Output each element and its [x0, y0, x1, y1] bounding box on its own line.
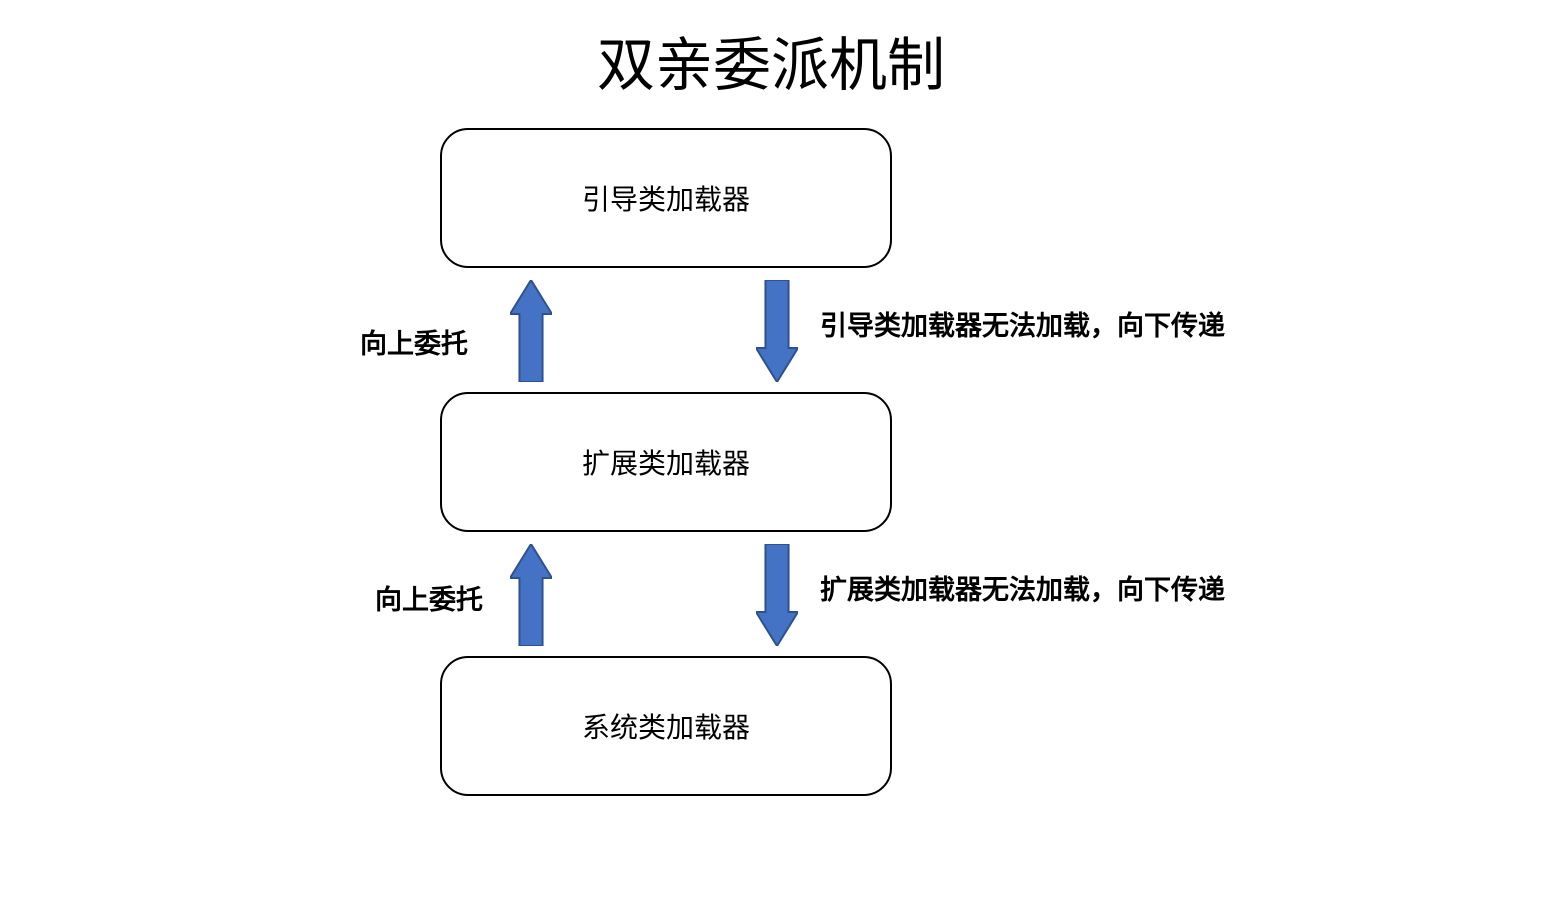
arrow-down-1: [756, 280, 798, 382]
label-delegate-up-2: 向上委托: [375, 578, 483, 617]
node-extension-loader: 扩展类加载器: [440, 392, 892, 532]
node-label: 扩展类加载器: [582, 442, 750, 482]
label-pass-down-2: 扩展类加载器无法加载，向下传递: [820, 568, 1225, 607]
label-pass-down-1: 引导类加载器无法加载，向下传递: [820, 304, 1225, 343]
diagram-title: 双亲委派机制: [0, 18, 1542, 102]
node-system-loader: 系统类加载器: [440, 656, 892, 796]
arrow-up-2: [510, 544, 552, 646]
arrow-down-2: [756, 544, 798, 646]
node-label: 引导类加载器: [582, 178, 750, 218]
node-label: 系统类加载器: [582, 706, 750, 746]
label-delegate-up-1: 向上委托: [360, 322, 468, 361]
arrow-up-1: [510, 280, 552, 382]
node-bootstrap-loader: 引导类加载器: [440, 128, 892, 268]
